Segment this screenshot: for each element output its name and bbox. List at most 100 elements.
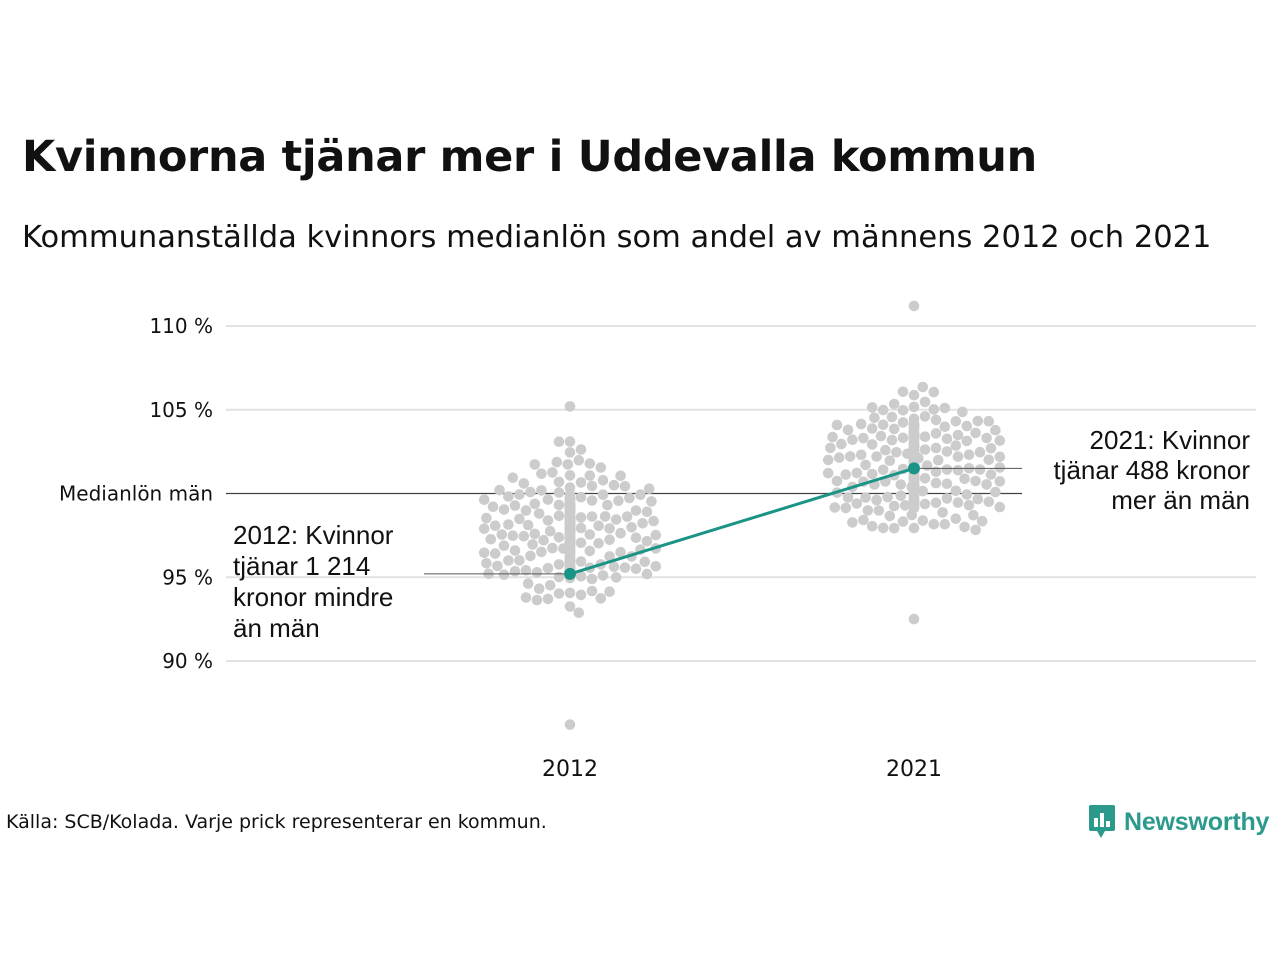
kommun-dot-2021 — [825, 442, 836, 454]
kommun-dot-2021 — [897, 516, 909, 527]
kommun-dot-2021 — [855, 449, 867, 461]
kommun-dot-2012 — [485, 533, 497, 545]
kommun-dot-2021 — [886, 411, 898, 423]
kommun-dot-2021 — [851, 467, 863, 479]
kommun-dot-2021 — [981, 479, 992, 490]
kommun-dot-2012 — [586, 511, 598, 522]
kommun-dot-2012 — [478, 547, 490, 559]
kommun-dot-2012 — [564, 492, 576, 503]
kommun-dot-2021 — [990, 424, 1001, 436]
kommun-dot-2012 — [613, 495, 624, 507]
kommun-dot-2021 — [959, 521, 970, 533]
kommun-dot-2021 — [930, 442, 942, 454]
kommun-dot-2012 — [542, 515, 554, 526]
kommun-dot-2012 — [494, 484, 505, 496]
kommun-dot-2021 — [930, 466, 942, 478]
kommun-dot-2012 — [525, 486, 536, 498]
kommun-dot-2012 — [593, 520, 604, 532]
kommun-dot-2021 — [847, 517, 858, 528]
kommun-dot-2021 — [851, 498, 863, 509]
kommun-dot-2021 — [877, 464, 889, 476]
kommun-dot-2021 — [908, 430, 920, 441]
kommun-dot-2012 — [525, 550, 536, 562]
kommun-dot-2012 — [531, 567, 543, 578]
kommun-dot-2012 — [584, 470, 596, 481]
kommun-dot-2021 — [959, 473, 970, 485]
kommun-dot-2012 — [586, 480, 598, 492]
kommun-dot-2012 — [478, 494, 490, 505]
kommun-dot-2012 — [542, 494, 554, 505]
kommun-dot-2012 — [509, 545, 521, 556]
kommun-dot-2021 — [961, 489, 973, 500]
kommun-dot-2021 — [941, 446, 953, 457]
kommun-dot-2012 — [584, 545, 596, 557]
kommun-dot-2021 — [985, 469, 997, 480]
kommun-dot-2021 — [961, 435, 973, 447]
kommun-dot-2012 — [478, 523, 490, 534]
y-tick-label: 105 % — [149, 398, 213, 422]
kommun-dot-2012 — [648, 515, 659, 527]
uddevalla-highlight — [564, 462, 920, 580]
kommun-dot-2021 — [941, 464, 953, 475]
kommun-dot-2012 — [547, 467, 558, 478]
kommun-dot-2012 — [650, 529, 662, 541]
kommun-dot-2021 — [897, 405, 909, 416]
kommun-dot-2021 — [937, 507, 948, 518]
kommun-dot-2021 — [974, 464, 986, 475]
kommun-dot-2021 — [983, 415, 995, 427]
kommun-dot-2012 — [529, 459, 541, 470]
kommun-dot-2012 — [575, 571, 587, 582]
kommun-dot-2012 — [597, 570, 609, 581]
kommun-dot-2021 — [866, 439, 878, 450]
kommun-dot-2012 — [529, 528, 541, 540]
kommun-dot-2021 — [897, 386, 909, 397]
kommun-dot-2021 — [840, 469, 852, 480]
kommun-dot-2021 — [970, 524, 981, 536]
kommun-dot-2012 — [518, 478, 530, 489]
kommun-dot-2012 — [547, 542, 558, 554]
kommun-dot-2012 — [602, 499, 613, 511]
kommun-dot-2012 — [597, 489, 609, 500]
kommun-dot-2021 — [970, 427, 981, 439]
kommun-dot-2021 — [919, 396, 931, 408]
kommun-dot-2012 — [586, 495, 598, 506]
kommun-dot-2012 — [621, 511, 633, 522]
kommun-dot-2021 — [950, 485, 962, 497]
annotation-text-2012: än män — [233, 613, 320, 643]
kommun-dot-2012 — [522, 578, 534, 589]
kommun-dot-2012 — [575, 522, 587, 534]
annotation-text-2012: tjänar 1 214 — [233, 551, 370, 581]
brand-name: Newsworthy — [1124, 807, 1270, 836]
kommun-dot-2021 — [842, 492, 854, 503]
kommun-dot-2021 — [930, 428, 942, 439]
kommun-dot-2021 — [983, 454, 995, 466]
x-tick-label: 2012 — [542, 757, 598, 782]
kommun-dot-2012 — [564, 601, 576, 612]
kommun-dot-2021 — [877, 419, 889, 431]
kommun-dot-2012 — [503, 555, 514, 566]
kommun-dot-2012 — [536, 468, 547, 479]
kommun-dot-2012 — [641, 506, 653, 518]
kommun-dot-2012 — [533, 583, 545, 594]
kommun-dot-2021 — [831, 419, 843, 431]
kommun-dot-2012 — [584, 529, 596, 540]
reference-line-label: Medianlön män — [59, 482, 213, 506]
kommun-dot-2021 — [941, 478, 953, 490]
kommun-dot-2021 — [869, 412, 880, 424]
y-tick-label: 95 % — [162, 565, 213, 589]
kommun-dot-2021 — [875, 430, 887, 442]
kommun-dot-2021 — [886, 434, 898, 446]
kommun-dot-2012 — [564, 436, 576, 447]
kommun-dot-2021 — [950, 513, 962, 524]
kommun-dot-2021 — [972, 493, 984, 505]
kommun-dot-2021 — [888, 522, 900, 534]
kommun-dot-2012 — [514, 513, 525, 525]
annotation-text-2021: tjänar 488 kronor — [1053, 455, 1250, 485]
y-axis-tick-labels: 90 % 95 % 105 % 110 % — [149, 314, 213, 673]
kommun-dot-2012 — [553, 499, 565, 511]
kommun-dot-2012 — [564, 470, 576, 481]
kommun-dot-2021 — [952, 451, 964, 462]
kommun-dot-2021 — [844, 451, 856, 462]
kommun-dot-2012 — [562, 459, 574, 470]
kommun-dot-2021 — [908, 491, 920, 502]
